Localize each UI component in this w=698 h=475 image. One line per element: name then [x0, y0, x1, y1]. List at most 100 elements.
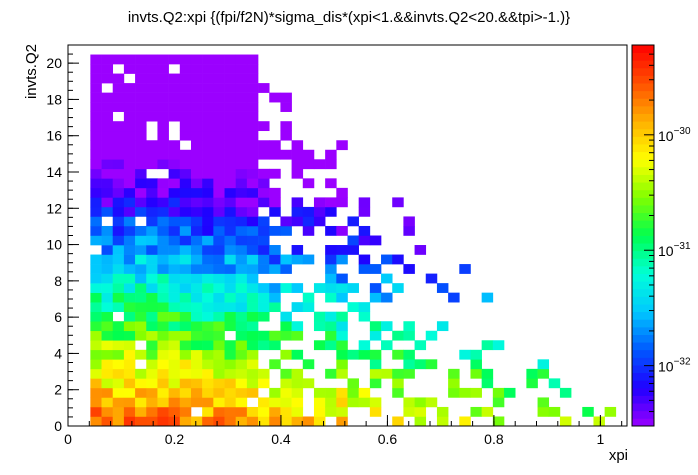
heatmap-cell — [146, 83, 158, 93]
heatmap-cell — [269, 168, 281, 179]
heatmap-cell — [90, 397, 102, 408]
heatmap-cell — [123, 330, 136, 341]
heatmap-cell — [302, 225, 315, 236]
heatmap-cell — [123, 254, 136, 265]
heatmap-cell — [202, 178, 214, 189]
x-tick-label: 0.4 — [271, 431, 291, 447]
heatmap-cell — [135, 187, 147, 198]
heatmap-cell — [157, 292, 169, 303]
heatmap-cell — [123, 121, 136, 132]
heatmap-cell — [235, 206, 248, 217]
heatmap-cell — [213, 111, 225, 122]
heatmap-cells — [90, 54, 617, 427]
heatmap-cell — [146, 111, 158, 122]
y-tick-label: 8 — [54, 273, 62, 289]
heatmap-cell — [246, 302, 259, 312]
heatmap-cell — [157, 102, 169, 112]
heatmap-cell — [101, 368, 114, 379]
heatmap-cell — [157, 264, 169, 274]
heatmap-cell — [291, 406, 304, 417]
heatmap-cell — [146, 73, 158, 84]
heatmap-cell — [280, 121, 292, 132]
colorbar-swatch — [632, 250, 654, 259]
heatmap-cell — [381, 273, 393, 284]
heatmap-cell — [135, 83, 147, 93]
heatmap-cell — [90, 168, 102, 179]
heatmap-cell — [224, 397, 236, 408]
colorbar-frame — [631, 44, 655, 427]
heatmap-cell — [325, 245, 337, 255]
heatmap-cell — [291, 283, 304, 293]
heatmap-cell — [313, 416, 326, 427]
heatmap-cell — [135, 264, 147, 274]
heatmap-cell — [157, 330, 169, 341]
heatmap-cell — [235, 54, 248, 65]
heatmap-cell — [135, 311, 147, 322]
heatmap-cell — [213, 264, 225, 274]
heatmap-cell — [369, 235, 382, 246]
heatmap-cell — [101, 140, 114, 151]
heatmap-cell — [213, 225, 225, 236]
heatmap-cell — [291, 416, 304, 427]
heatmap-cell — [90, 64, 102, 74]
heatmap-cell — [224, 311, 236, 322]
heatmap-cell — [135, 140, 147, 151]
heatmap-cell — [190, 359, 203, 370]
heatmap-cell — [504, 387, 516, 398]
heatmap-cell — [202, 187, 214, 198]
heatmap-cell — [135, 254, 147, 265]
heatmap-cell — [358, 254, 371, 265]
heatmap-cell — [112, 225, 125, 236]
heatmap-cell — [135, 368, 147, 379]
heatmap-cell — [190, 245, 203, 255]
heatmap-cell — [90, 302, 102, 312]
heatmap-cell — [358, 225, 371, 236]
heatmap-cell — [213, 168, 225, 179]
heatmap-cell — [146, 368, 158, 379]
heatmap-cell — [336, 368, 348, 379]
heatmap-cell — [190, 302, 203, 312]
heatmap-cell — [246, 54, 259, 65]
heatmap-cell — [403, 321, 415, 332]
heatmap-cell — [112, 149, 125, 160]
heatmap-cell — [168, 111, 181, 122]
heatmap-cell — [135, 111, 147, 122]
heatmap-cell — [235, 264, 248, 274]
colorbar-swatch — [632, 403, 654, 412]
heatmap-cell — [168, 206, 181, 217]
heatmap-cell — [190, 416, 203, 427]
heatmap-cell — [481, 368, 494, 379]
heatmap-cell — [224, 130, 236, 141]
colorbar-swatch — [632, 235, 654, 244]
heatmap-cell — [246, 102, 259, 112]
heatmap-cell — [202, 387, 214, 398]
heatmap-cell — [492, 397, 505, 408]
heatmap-cell — [381, 368, 393, 379]
heatmap-cell — [336, 245, 348, 255]
heatmap-cell — [392, 387, 404, 398]
heatmap-cell — [202, 121, 214, 132]
heatmap-cell — [258, 197, 270, 208]
heatmap-cell — [492, 387, 505, 398]
heatmap-cell — [157, 111, 169, 122]
heatmap-cell — [213, 206, 225, 217]
y-tick-label: 4 — [54, 345, 62, 361]
heatmap-cell — [101, 245, 114, 255]
y-tick-label: 2 — [54, 382, 62, 398]
heatmap-cell — [101, 187, 114, 198]
heatmap-cell — [269, 245, 281, 255]
heatmap-cell — [448, 378, 460, 389]
heatmap-cell — [157, 283, 169, 293]
heatmap-cell — [313, 216, 326, 227]
colorbar-swatch — [632, 357, 654, 366]
heatmap-cell — [392, 416, 404, 427]
heatmap-cell — [235, 311, 248, 322]
y-tick-label: 16 — [46, 128, 62, 144]
heatmap-cell — [325, 406, 337, 417]
heatmap-cell — [112, 159, 125, 170]
heatmap-cell — [325, 159, 337, 170]
y-tick-label: 10 — [46, 237, 62, 253]
heatmap-cell — [157, 216, 169, 227]
colorbar-swatch — [632, 258, 654, 267]
heatmap-cell — [235, 235, 248, 246]
